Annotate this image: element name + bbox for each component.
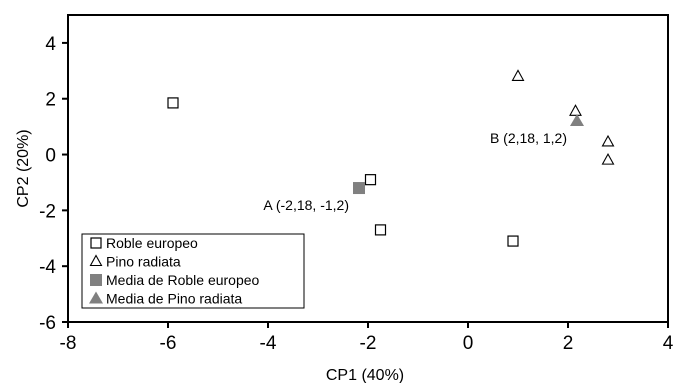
roble-point (507, 235, 519, 247)
legend-label: Pino radiata (106, 254, 181, 270)
y-tick-label: 0 (45, 146, 56, 167)
x-tick-label: 4 (663, 333, 674, 354)
x-tick-label: -2 (360, 333, 377, 354)
x-tick-label: -4 (260, 333, 277, 354)
legend-swatch (89, 254, 103, 267)
y-tick-label: 4 (45, 34, 56, 55)
y-axis-title: CP2 (20%) (15, 129, 32, 207)
x-tick-label: -6 (160, 333, 177, 354)
y-tick-label: -4 (39, 257, 56, 278)
roble-point (167, 97, 179, 109)
annotations: A (-2,18, -1,2) B (2,18, 1,2) (263, 130, 567, 213)
legend-label: Media de Roble europeo (106, 272, 260, 288)
pino-point (511, 69, 525, 81)
pino-point (569, 104, 582, 116)
legend: Roble europeo Pino radiata Media de Roble … (81, 233, 305, 309)
mean-annotation: A (-2,18, -1,2) (263, 197, 349, 213)
legend-swatch (89, 291, 103, 304)
pino-point (601, 152, 615, 165)
legend-box (81, 233, 305, 309)
legend-swatch (90, 274, 102, 286)
x-tick-label: -8 (60, 333, 77, 354)
y-tick-label: -2 (39, 201, 56, 222)
roble-point (364, 174, 377, 186)
roble-point (374, 224, 387, 236)
y-tick-label: -6 (39, 313, 56, 334)
x-tick-label: 2 (563, 333, 574, 354)
pino-point (601, 134, 615, 147)
legend-label: Roble europeo (106, 235, 198, 251)
data-points (167, 69, 615, 247)
legend-label: Media de Pino radiata (106, 291, 242, 307)
legend-swatch (90, 237, 102, 249)
x-axis-title: CP1 (40%) (326, 367, 404, 383)
mean-annotation: B (2,18, 1,2) (490, 130, 567, 146)
pino-mean-point (570, 114, 584, 127)
x-tick-label: 0 (463, 333, 474, 354)
roble-mean-point (353, 182, 365, 195)
y-tick-label: 2 (45, 90, 56, 111)
